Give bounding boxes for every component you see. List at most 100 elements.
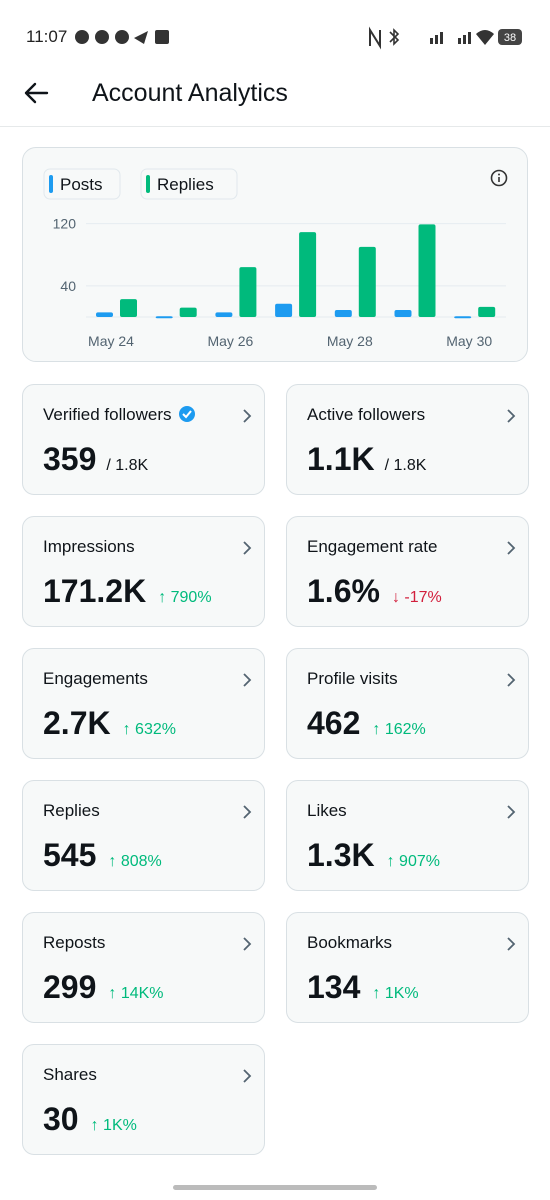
- chevron: [507, 673, 516, 687]
- card-value: 299: [43, 969, 97, 1005]
- card-title: Likes: [307, 801, 347, 821]
- x-tick-label: May 28: [327, 333, 373, 349]
- card-total: / 1.8K: [384, 457, 427, 474]
- card-change: ↑ 808%: [108, 853, 162, 870]
- card-change: ↑ 790%: [158, 589, 212, 606]
- card-value: 2.7K: [43, 705, 111, 741]
- card-value: 359: [43, 441, 97, 477]
- card-title-text: Likes: [307, 801, 347, 820]
- chevron-shape: [507, 409, 516, 423]
- chevron: [243, 1069, 252, 1083]
- card-change: ↓ -17%: [391, 589, 442, 606]
- metric-card[interactable]: Verified followers 359 / 1.8K: [22, 384, 265, 495]
- card-value-row: 299 ↑ 14K%: [43, 969, 164, 1006]
- bar: [394, 309, 412, 317]
- status-icons: 38: [75, 26, 522, 50]
- chevron-shape: [507, 541, 516, 555]
- info-icon-dot: [498, 177, 500, 182]
- card-change: ↑ 1K%: [90, 1117, 137, 1134]
- card-value: 134: [307, 969, 361, 1005]
- card-value-row: 2.7K ↑ 632%: [43, 705, 176, 742]
- card-title-text: Bookmarks: [307, 933, 393, 952]
- metric-card[interactable]: Engagements 2.7K ↑ 632%: [22, 648, 265, 759]
- card-title: Engagements: [43, 669, 148, 689]
- card-value-row: 1.3K ↑ 907%: [307, 837, 440, 874]
- bar: [120, 299, 137, 317]
- chevron: [507, 805, 516, 819]
- card-title: Verified followers: [43, 405, 196, 425]
- back-button[interactable]: [22, 78, 52, 108]
- status-time: 11:07: [26, 27, 68, 46]
- card-title-text: Replies: [43, 801, 100, 820]
- info-icon: [490, 169, 508, 187]
- bar: [334, 309, 352, 317]
- chart-card: Posts Replies 40 120 May 24 May 26 May 28 May 3…: [22, 147, 528, 362]
- y-tick-label: 120: [53, 216, 77, 232]
- card-title: Reposts: [43, 933, 105, 953]
- card-value-row: 134 ↑ 1K%: [307, 969, 419, 1006]
- metric-card[interactable]: Profile visits 462 ↑ 162%: [286, 648, 529, 759]
- x-tick-label: May 24: [88, 333, 134, 349]
- metric-card[interactable]: Shares 30 ↑ 1K%: [22, 1044, 265, 1155]
- card-title: Bookmarks: [307, 933, 392, 953]
- bar: [155, 316, 173, 319]
- chevron-shape: [243, 937, 252, 951]
- card-value-row: 171.2K ↑ 790%: [43, 573, 212, 610]
- chevron-shape: [243, 1069, 252, 1083]
- legend-item: Replies: [140, 168, 238, 200]
- chart: Posts Replies 40 120 May 24 May 26 May 28 May 3…: [43, 168, 508, 349]
- card-value: 171.2K: [43, 573, 147, 609]
- card-total: / 1.8K: [106, 457, 149, 474]
- bar: [239, 267, 257, 317]
- card-title: Profile visits: [307, 669, 398, 689]
- bar: [454, 316, 472, 319]
- card-title: Engagement rate: [307, 537, 437, 557]
- bar: [418, 224, 436, 317]
- legend-chip: [140, 168, 238, 200]
- card-title-text: Engagement rate: [307, 537, 438, 556]
- legend-label: Replies: [157, 175, 214, 194]
- legend-label: Posts: [60, 175, 103, 194]
- card-title-text: Impressions: [43, 537, 135, 556]
- card-value: 1.6%: [307, 573, 380, 609]
- status-bar: 11:07 38: [0, 0, 550, 70]
- card-value-row: 462 ↑ 162%: [307, 705, 426, 742]
- card-title-text: Profile visits: [307, 669, 398, 688]
- metric-card[interactable]: Engagement rate 1.6% ↓ -17%: [286, 516, 529, 627]
- card-change: ↑ 14K%: [108, 985, 164, 1002]
- metric-card[interactable]: Bookmarks 134 ↑ 1K%: [286, 912, 529, 1023]
- metric-card[interactable]: Reposts 299 ↑ 14K%: [22, 912, 265, 1023]
- y-tick-label: 40: [60, 278, 76, 294]
- card-title-text: Reposts: [43, 933, 106, 952]
- chevron: [243, 673, 252, 687]
- card-change: ↑ 1K%: [372, 985, 419, 1002]
- card-value: 462: [307, 705, 361, 741]
- metric-card[interactable]: Replies 545 ↑ 808%: [22, 780, 265, 891]
- x-tick-label: May 26: [207, 333, 253, 349]
- chevron: [243, 937, 252, 951]
- metric-card[interactable]: Impressions 171.2K ↑ 790%: [22, 516, 265, 627]
- badge-check: [181, 410, 192, 419]
- chevron: [507, 409, 516, 423]
- card-change: ↑ 907%: [386, 853, 440, 870]
- chevron-shape: [507, 805, 516, 819]
- card-title-text: Shares: [43, 1065, 97, 1084]
- legend-item: Posts: [43, 168, 121, 200]
- metric-card[interactable]: Likes 1.3K ↑ 907%: [286, 780, 529, 891]
- metric-card[interactable]: Active followers 1.1K / 1.8K: [286, 384, 529, 495]
- bar: [478, 306, 496, 317]
- card-title: Shares: [43, 1065, 97, 1085]
- card-title-text: Engagements: [43, 669, 148, 688]
- bar: [358, 246, 376, 317]
- chevron: [243, 805, 252, 819]
- card-title-text: Verified followers: [43, 405, 172, 424]
- card-value-row: 545 ↑ 808%: [43, 837, 162, 874]
- bar: [96, 312, 113, 317]
- info-icon-dot: [498, 173, 500, 176]
- card-value-row: 1.1K / 1.8K: [307, 441, 426, 478]
- verified-badge: [178, 406, 195, 422]
- legend-swatch: [146, 175, 150, 193]
- chevron-shape: [243, 673, 252, 687]
- page-title: Account Analytics: [92, 79, 288, 107]
- app-bar: Account Analytics: [0, 70, 550, 127]
